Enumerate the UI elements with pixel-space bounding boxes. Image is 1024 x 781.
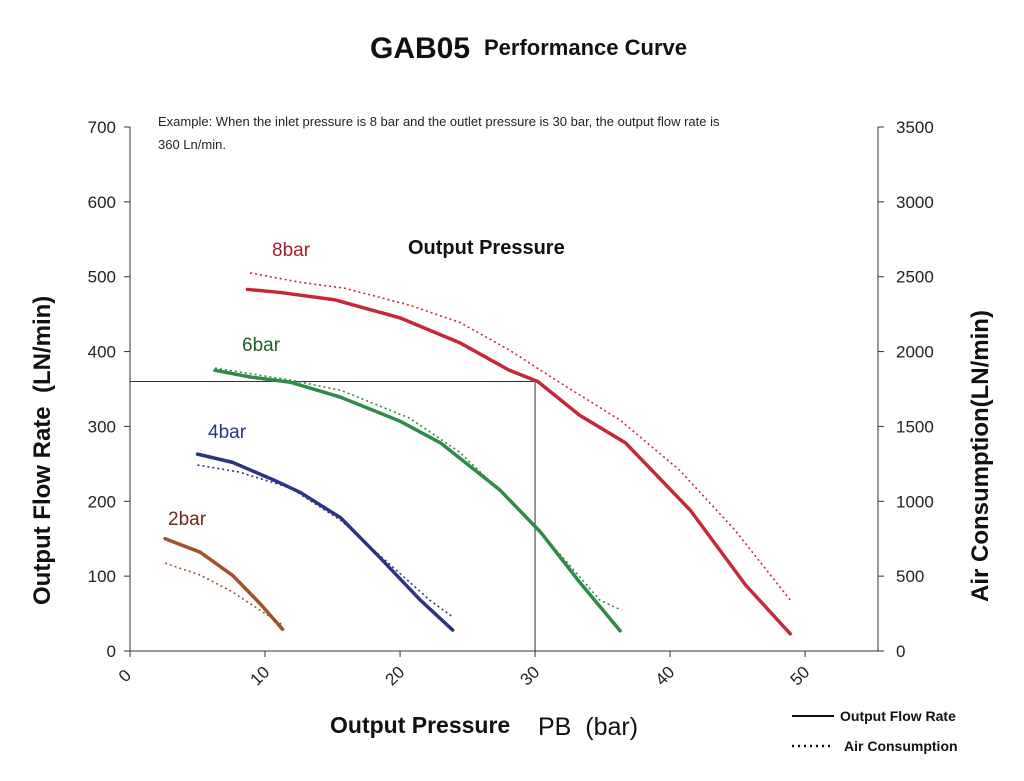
legend-solid-label: Output Flow Rate xyxy=(840,708,956,724)
y-left-tick-label: 500 xyxy=(88,268,116,287)
x-axis-label: Output Pressure xyxy=(330,712,510,738)
series-label-4bar: 4bar xyxy=(208,422,247,443)
x-tick-label: 10 xyxy=(247,663,274,690)
series-label-2bar: 2bar xyxy=(168,509,207,530)
y-right-tick-label: 3500 xyxy=(896,118,934,137)
y-right-tick-label: 1500 xyxy=(896,417,934,436)
y-left-tick-label: 600 xyxy=(88,193,116,212)
flow-rate-line-8bar xyxy=(245,287,792,636)
example-note-line1: Example: When the inlet pressure is 8 ba… xyxy=(158,114,720,129)
air-consumption-line-8bar xyxy=(250,272,791,601)
y-axis-right-label: Air Consumption(LN/min) xyxy=(967,310,994,602)
x-tick-label: 50 xyxy=(787,663,814,690)
series-label-6bar: 6bar xyxy=(242,335,281,356)
y-left-tick-label: 700 xyxy=(88,118,116,137)
y-right-tick-label: 3000 xyxy=(896,193,934,212)
x-tick-label: 20 xyxy=(382,663,409,690)
y-left-tick-label: 200 xyxy=(88,492,116,511)
legend-dotted-label: Air Consumption xyxy=(844,738,958,754)
y-right-tick-label: 2500 xyxy=(896,268,934,287)
x-tick-label: 40 xyxy=(652,663,679,690)
group-label: Output Pressure xyxy=(408,237,565,259)
y-left-tick-label: 100 xyxy=(88,567,116,586)
chart-title-sub: Performance Curve xyxy=(484,35,687,60)
series-label-8bar: 8bar xyxy=(272,240,311,261)
y-right-tick-label: 500 xyxy=(896,567,924,586)
y-left-tick-label: 400 xyxy=(88,343,116,362)
x-tick-label: 0 xyxy=(115,666,135,686)
example-note-line2: 360 Ln/min. xyxy=(158,137,226,152)
flow-rate-line-6bar xyxy=(213,368,622,633)
flow-rate-line-2bar xyxy=(163,536,285,632)
y-axis-left-label: Output Flow Rate (LN/min) xyxy=(29,296,56,605)
y-right-tick-label: 0 xyxy=(896,642,905,661)
legend: Output Flow Rate Air Consumption xyxy=(792,708,958,754)
flow-rate-line-4bar xyxy=(195,452,455,632)
chart-title-main: GAB05 xyxy=(370,32,470,65)
air-consumption-line-6bar xyxy=(214,367,622,611)
x-axis-unit: PB (bar) xyxy=(538,713,638,741)
y-left-tick-label: 300 xyxy=(88,417,116,436)
air-consumption-line-2bar xyxy=(164,562,284,626)
y-left-tick-label: 0 xyxy=(107,642,116,661)
y-right-tick-label: 1000 xyxy=(896,492,934,511)
y-right-tick-label: 2000 xyxy=(896,343,934,362)
x-tick-label: 30 xyxy=(517,663,544,690)
